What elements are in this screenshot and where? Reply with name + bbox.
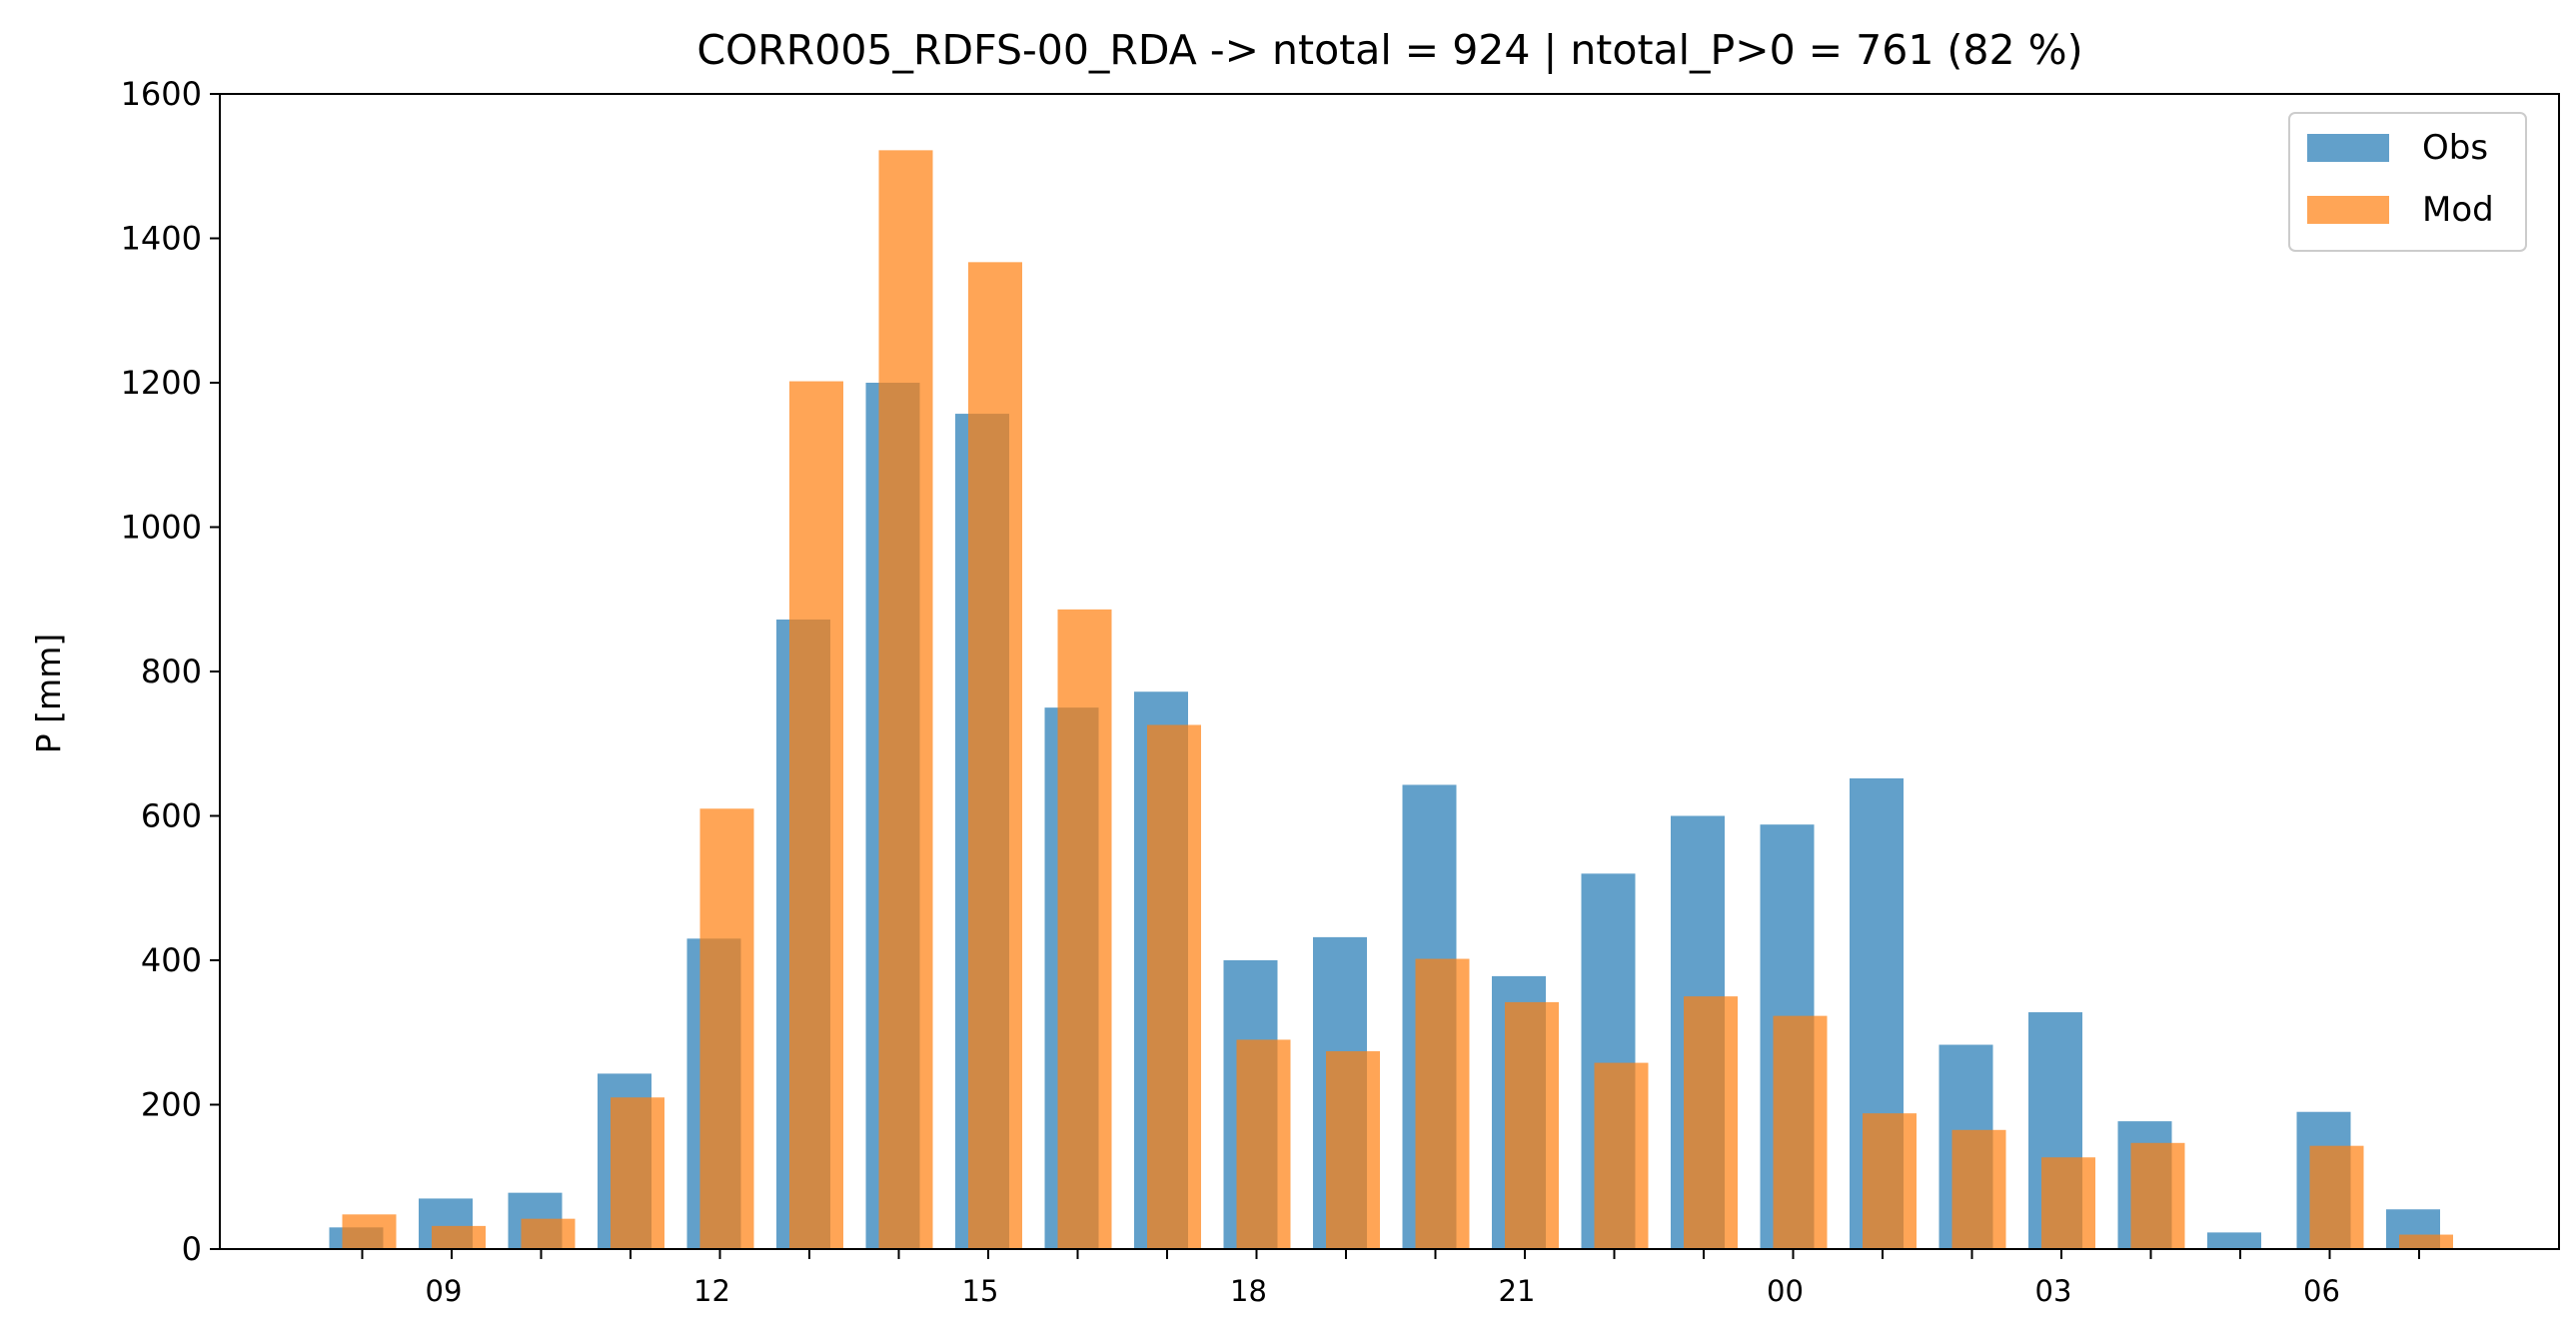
legend-swatch [2307, 134, 2389, 162]
bar-mod [1773, 1015, 1828, 1249]
y-tick-label: 1200 [121, 364, 202, 402]
bar-mod [1415, 958, 1470, 1249]
bar-mod [1684, 996, 1738, 1249]
bar-mod [1057, 609, 1112, 1249]
bar-mod [611, 1097, 664, 1249]
plot-frame [219, 93, 2560, 1250]
bar-mod [2309, 1145, 2364, 1249]
y-axis-ticks: 0 200 400 600 800 1000 1200 1400 1600 [121, 75, 220, 1268]
y-tick-label: 600 [141, 797, 202, 835]
bar-mod [1594, 1062, 1649, 1249]
bar-mod [2130, 1142, 2185, 1249]
bar-mod [1951, 1129, 2006, 1249]
x-tick-label: 03 [2035, 1274, 2072, 1308]
bar-mod [2399, 1234, 2453, 1249]
y-tick-label: 800 [141, 653, 202, 690]
y-tick-label: 400 [141, 941, 202, 979]
x-tick-label: 21 [1499, 1274, 1536, 1308]
y-axis-label: P [mm] [29, 634, 68, 753]
chart-title: CORR005_RDFS-00_RDA -> ntotal = 924 | nt… [696, 26, 2082, 74]
bar-mod [1863, 1113, 1917, 1249]
y-tick-label: 200 [141, 1086, 202, 1124]
bar-mod [699, 808, 754, 1249]
bar-mod [1147, 724, 1201, 1249]
bar-mod [1505, 1001, 1559, 1249]
x-tick-label: 18 [1230, 1274, 1267, 1308]
bar-mod [342, 1214, 397, 1249]
bar-mod [521, 1218, 576, 1249]
bars [329, 150, 2453, 1250]
y-tick-label: 1000 [121, 509, 202, 547]
bar-mod [2041, 1157, 2095, 1249]
legend-label: Mod [2422, 190, 2494, 230]
legend-swatch [2307, 196, 2389, 224]
legend: Obs Mod [2288, 112, 2527, 252]
x-tick-label: 15 [962, 1274, 999, 1308]
x-tick-label: 06 [2303, 1274, 2340, 1308]
bar-mod [1326, 1051, 1380, 1249]
series-mod [342, 150, 2453, 1250]
x-axis-ticks: 09 12 15 18 21 00 03 06 [361, 1249, 2420, 1308]
y-tick-label: 1600 [121, 75, 202, 113]
y-tick-label: 1400 [121, 220, 202, 258]
bar-mod [878, 150, 933, 1250]
y-tick-label: 0 [182, 1230, 202, 1268]
x-tick-label: 00 [1767, 1274, 1804, 1308]
bar-obs [2207, 1232, 2261, 1249]
bar-mod [432, 1225, 486, 1249]
bar-mod [789, 381, 843, 1249]
legend-box [2288, 112, 2527, 252]
x-tick-label: 09 [426, 1274, 463, 1308]
bar-mod [968, 262, 1022, 1249]
legend-label: Obs [2422, 128, 2488, 168]
x-tick-label: 12 [693, 1274, 730, 1308]
bar-mod [1236, 1039, 1291, 1249]
